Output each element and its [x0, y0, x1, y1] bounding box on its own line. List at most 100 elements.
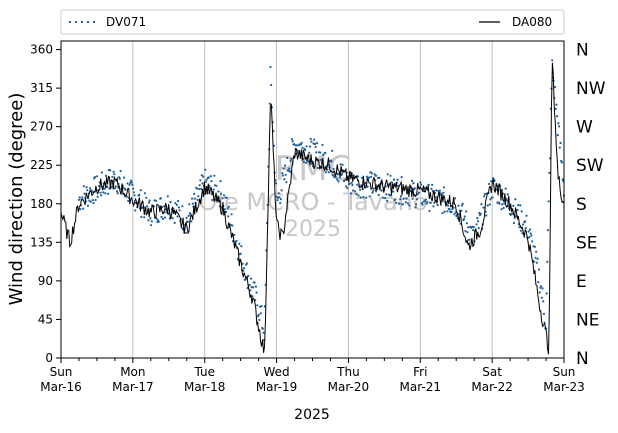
- point-dv071: [125, 195, 128, 198]
- point-dv071: [364, 181, 367, 185]
- point-dv071: [109, 169, 112, 172]
- point-dv071: [553, 85, 557, 89]
- point-dv071: [443, 210, 446, 213]
- point-dv071: [348, 182, 351, 185]
- point-dv071: [199, 179, 202, 182]
- point-dv071: [259, 312, 262, 315]
- compass-label: N: [576, 349, 589, 369]
- point-dv071: [342, 179, 346, 183]
- point-dv071: [123, 176, 126, 179]
- point-dv071: [114, 185, 117, 188]
- point-dv071: [300, 141, 303, 144]
- point-dv071: [324, 171, 328, 174]
- point-dv071: [253, 281, 256, 284]
- y-tick-label: 135: [30, 235, 53, 249]
- point-dv071: [337, 180, 340, 183]
- point-dv071: [82, 185, 85, 188]
- point-dv071: [401, 203, 405, 206]
- point-dv071: [535, 261, 539, 264]
- point-dv071: [201, 182, 204, 185]
- point-dv071: [404, 201, 407, 204]
- point-dv071: [399, 198, 402, 201]
- point-dv071: [85, 186, 88, 189]
- point-dv071: [372, 187, 375, 190]
- point-dv071: [223, 208, 226, 211]
- point-dv071: [556, 134, 559, 137]
- point-dv071: [362, 196, 365, 199]
- point-dv071: [268, 102, 271, 105]
- point-dv071: [204, 180, 207, 183]
- point-dv071: [143, 216, 146, 219]
- point-dv071: [255, 291, 258, 294]
- point-dv071: [310, 140, 313, 143]
- point-dv071: [130, 181, 133, 184]
- point-dv071: [446, 210, 449, 213]
- point-dv071: [520, 210, 523, 213]
- point-dv071: [381, 196, 384, 199]
- point-dv071: [374, 174, 378, 177]
- point-dv071: [436, 203, 439, 207]
- point-dv071: [315, 151, 318, 154]
- point-dv071: [313, 138, 316, 141]
- point-dv071: [472, 226, 475, 229]
- x-tick-date: Mar-16: [40, 380, 81, 394]
- point-dv071: [102, 191, 105, 194]
- point-dv071: [377, 193, 380, 197]
- point-dv071: [95, 175, 99, 178]
- point-dv071: [560, 161, 564, 164]
- point-dv071: [104, 174, 108, 177]
- point-dv071: [370, 172, 373, 175]
- point-dv071: [463, 215, 466, 218]
- point-dv071: [220, 192, 223, 195]
- point-dv071: [322, 153, 325, 156]
- point-dv071: [430, 187, 433, 190]
- x-tick-date: Mar-20: [328, 380, 369, 394]
- point-dv071: [89, 187, 92, 190]
- point-dv071: [190, 220, 193, 223]
- point-dv071: [389, 174, 392, 177]
- point-dv071: [527, 230, 530, 233]
- point-dv071: [289, 159, 292, 163]
- point-dv071: [372, 189, 375, 192]
- point-dv071: [132, 191, 135, 194]
- point-dv071: [502, 206, 505, 210]
- point-dv071: [186, 220, 189, 223]
- point-dv071: [411, 197, 414, 200]
- point-dv071: [107, 192, 110, 195]
- point-dv071: [260, 305, 263, 308]
- plot-area: [61, 41, 564, 358]
- point-dv071: [256, 304, 259, 307]
- point-dv071: [106, 185, 109, 188]
- y-tick-label: 270: [30, 120, 53, 134]
- point-dv071: [281, 172, 284, 175]
- point-dv071: [188, 203, 191, 206]
- point-dv071: [537, 268, 541, 271]
- point-dv071: [284, 173, 287, 176]
- point-dv071: [113, 173, 116, 176]
- point-dv071: [200, 187, 203, 190]
- point-dv071: [251, 295, 254, 298]
- point-dv071: [127, 199, 130, 202]
- point-dv071: [546, 260, 549, 263]
- point-dv071: [277, 192, 280, 195]
- point-dv071: [551, 59, 554, 62]
- y-axis-title: Wind direction (degree): [6, 93, 27, 306]
- point-dv071: [356, 183, 359, 186]
- point-dv071: [405, 197, 408, 200]
- point-dv071: [504, 187, 507, 190]
- point-dv071: [365, 175, 368, 178]
- point-dv071: [541, 287, 544, 290]
- x-tick-date: Mar-18: [184, 380, 225, 394]
- point-dv071: [129, 179, 133, 182]
- point-dv071: [309, 137, 312, 140]
- point-dv071: [370, 175, 373, 178]
- point-dv071: [269, 65, 272, 69]
- point-dv071: [96, 195, 99, 198]
- compass-label: NW: [576, 79, 606, 99]
- point-dv071: [212, 188, 215, 191]
- point-dv071: [279, 201, 282, 205]
- point-dv071: [257, 313, 260, 316]
- point-dv071: [86, 204, 90, 207]
- point-dv071: [332, 167, 335, 170]
